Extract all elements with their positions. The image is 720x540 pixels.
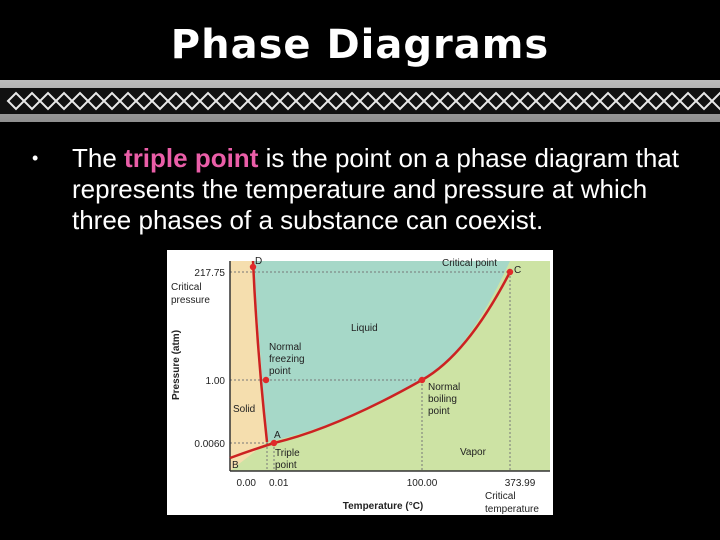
bullet-text-pre: The — [72, 143, 125, 173]
y-tick-critical: 217.75 — [194, 268, 225, 279]
x-axis-label: Temperature (°C) — [343, 501, 424, 512]
diamond-icon — [646, 91, 666, 111]
diamond-icon — [198, 91, 218, 111]
diamond-icon — [550, 91, 570, 111]
diamond-icon — [70, 91, 90, 111]
diamond-icon — [422, 91, 442, 111]
diamond-icon — [406, 91, 426, 111]
bullet-text: The triple point is the point on a phase… — [72, 143, 692, 236]
label-c: C — [514, 265, 521, 276]
solid-label: Solid — [233, 404, 255, 415]
triple-label-1: Triple — [275, 448, 300, 459]
diamond-icon — [22, 91, 42, 111]
diamond-icon — [470, 91, 490, 111]
diamond-icon — [230, 91, 250, 111]
diamond-icon — [358, 91, 378, 111]
diamond-icon — [246, 91, 266, 111]
x-caption-critical: Critical — [485, 491, 516, 502]
liquid-label: Liquid — [351, 323, 378, 334]
freezing-label-1: Normal — [269, 342, 301, 353]
x-tick-critical: 373.99 — [505, 478, 536, 489]
freezing-label-2: freezing — [269, 354, 305, 365]
diamond-icon — [454, 91, 474, 111]
normal-boiling-marker — [418, 376, 426, 384]
y-axis-label: Pressure (atm) — [171, 330, 182, 400]
band-inner — [0, 88, 720, 114]
diamond-icon — [614, 91, 634, 111]
bullet-item: • The triple point is the point on a pha… — [32, 143, 692, 236]
diamond-icon — [134, 91, 154, 111]
y-caption-critical: Critical — [171, 282, 202, 293]
diamond-icon — [182, 91, 202, 111]
y-tick-triple: 0.0060 — [194, 439, 225, 450]
diamond-icon — [54, 91, 74, 111]
critical-point-label: Critical point — [442, 258, 497, 269]
diamond-chain-icon — [6, 91, 720, 111]
diamond-icon — [518, 91, 538, 111]
diamond-icon — [566, 91, 586, 111]
label-b: B — [232, 460, 239, 471]
x-caption-temperature: temperature — [485, 504, 539, 515]
boiling-label-1: Normal — [428, 382, 460, 393]
diamond-icon — [502, 91, 522, 111]
diamond-icon — [278, 91, 298, 111]
diamond-icon — [662, 91, 682, 111]
fusion-curve — [251, 260, 269, 443]
diamond-icon — [86, 91, 106, 111]
diamond-icon — [582, 91, 602, 111]
diamond-icon — [6, 91, 26, 111]
bullet-dot-icon: • — [32, 148, 39, 168]
diamond-icon — [118, 91, 138, 111]
boiling-label-3: point — [428, 406, 450, 417]
diamond-icon — [342, 91, 362, 111]
diamond-icon — [678, 91, 698, 111]
diamond-icon — [38, 91, 58, 111]
y-caption-pressure: pressure — [171, 295, 210, 306]
diamond-icon — [150, 91, 170, 111]
point-d — [249, 263, 257, 271]
normal-freezing-marker — [262, 376, 270, 384]
sublimation-curve — [229, 441, 275, 460]
solid-region — [230, 261, 267, 471]
diamond-icon — [630, 91, 650, 111]
vapor-label: Vapor — [460, 447, 487, 458]
x-tick-zero: 0.00 — [237, 478, 257, 489]
highlight-term: triple point — [124, 143, 259, 173]
boiling-label-2: boiling — [428, 394, 457, 405]
diamond-icon — [710, 91, 720, 111]
diamond-icon — [694, 91, 714, 111]
triple-point-marker — [270, 439, 278, 447]
diamond-icon — [294, 91, 314, 111]
critical-point-marker — [506, 268, 514, 276]
bullet-text-post: is the point on a phase diagram that rep… — [72, 143, 679, 235]
slide-title: Phase Diagrams — [170, 22, 550, 68]
freezing-label-3: point — [269, 366, 291, 377]
diamond-icon — [166, 91, 186, 111]
diamond-icon — [310, 91, 330, 111]
y-tick-normal: 1.00 — [206, 376, 226, 387]
diamond-icon — [390, 91, 410, 111]
triple-label-2: point — [275, 460, 297, 471]
diamond-icon — [326, 91, 346, 111]
label-a: A — [274, 430, 281, 441]
diamond-icon — [262, 91, 282, 111]
diamond-icon — [374, 91, 394, 111]
diamond-icon — [214, 91, 234, 111]
diamond-icon — [102, 91, 122, 111]
liquid-region — [253, 261, 510, 442]
diamond-icon — [598, 91, 618, 111]
x-tick-triple: 0.01 — [269, 478, 289, 489]
x-tick-boiling: 100.00 — [407, 478, 438, 489]
label-d: D — [255, 256, 262, 267]
guide-lines — [230, 271, 511, 471]
diamond-icon — [438, 91, 458, 111]
decorative-band — [0, 80, 720, 122]
diamond-icon — [534, 91, 554, 111]
phase-diagram: 217.75 Critical pressure 1.00 0.0060 Pre… — [167, 250, 553, 515]
diamond-icon — [486, 91, 506, 111]
